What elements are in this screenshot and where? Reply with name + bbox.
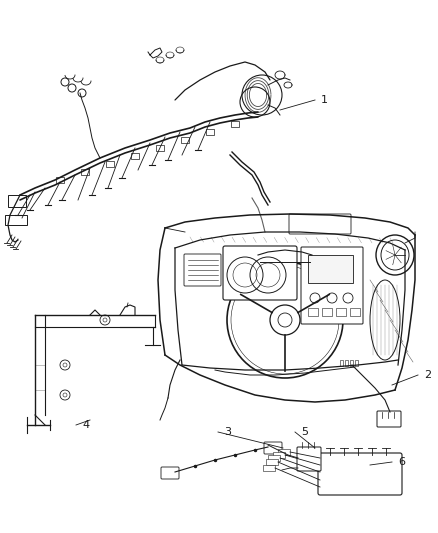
Bar: [308, 255, 353, 283]
FancyBboxPatch shape: [301, 247, 363, 324]
FancyBboxPatch shape: [184, 254, 221, 286]
Bar: [340, 360, 343, 366]
Bar: [350, 360, 353, 366]
Bar: [345, 360, 348, 366]
FancyBboxPatch shape: [318, 453, 402, 495]
Bar: [355, 360, 358, 366]
Bar: [350, 308, 360, 316]
FancyBboxPatch shape: [289, 214, 351, 234]
Bar: [322, 308, 332, 316]
Bar: [308, 308, 318, 316]
Bar: [5, 215, 27, 225]
Bar: [263, 465, 275, 471]
Bar: [266, 459, 278, 465]
Bar: [81, 169, 89, 175]
FancyBboxPatch shape: [161, 467, 179, 479]
Bar: [268, 455, 280, 461]
FancyBboxPatch shape: [223, 246, 297, 300]
Bar: [56, 177, 64, 183]
Bar: [8, 195, 26, 207]
Text: 1: 1: [321, 95, 328, 105]
Text: 6: 6: [398, 457, 405, 467]
FancyBboxPatch shape: [264, 442, 282, 454]
FancyBboxPatch shape: [377, 411, 401, 427]
Bar: [131, 153, 139, 159]
Text: 5: 5: [301, 427, 308, 437]
Bar: [273, 452, 285, 458]
Text: 4: 4: [82, 420, 89, 430]
Bar: [106, 161, 114, 167]
Text: 3: 3: [224, 427, 231, 437]
Bar: [336, 308, 346, 316]
FancyBboxPatch shape: [297, 447, 321, 471]
Bar: [278, 449, 290, 455]
Bar: [206, 129, 214, 135]
Bar: [156, 145, 164, 151]
Bar: [231, 121, 239, 127]
Text: 2: 2: [424, 370, 431, 380]
Bar: [181, 137, 189, 143]
